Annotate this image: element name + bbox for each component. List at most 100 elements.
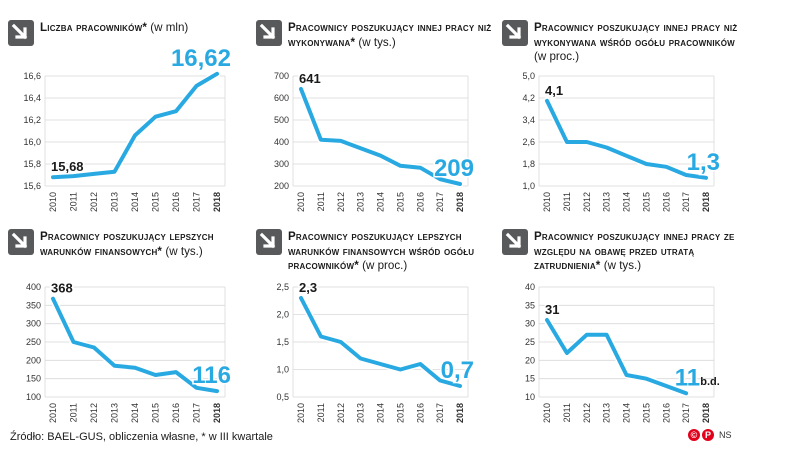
arrow-icon: [256, 20, 282, 46]
x-tick-label: 2013: [110, 403, 120, 423]
x-tick-label: 2018: [701, 192, 711, 212]
chart-panel-4: Pracownicy poszukujący lepszych warunków…: [256, 229, 506, 429]
x-tick-label: 2014: [622, 403, 632, 423]
last-value-label: 0,7: [441, 357, 474, 384]
y-tick-label: 15,8: [23, 159, 41, 169]
x-tick-label: 2015: [641, 192, 651, 212]
x-tick-label: 2011: [316, 403, 326, 422]
series-line: [545, 318, 689, 396]
x-tick-label: 2012: [336, 403, 346, 423]
y-tick-label: 16,6: [23, 71, 41, 81]
first-value-label: 4,1: [545, 83, 563, 98]
chart-title: Pracownicy poszukujący lepszych warunków…: [288, 230, 475, 272]
x-tick-label: 2013: [602, 192, 612, 212]
x-tick-label: 2011: [316, 192, 326, 211]
x-tick-label: 2015: [151, 403, 161, 423]
x-tick-label: 2017: [681, 192, 691, 212]
y-tick-label: 40: [525, 282, 535, 292]
x-tick-label: 2014: [622, 192, 632, 212]
x-tick-label: 2015: [641, 403, 651, 423]
x-tick-label: 2016: [171, 403, 181, 423]
p-logo-icon: P: [702, 429, 714, 441]
chart-title: Pracownicy poszukujący lepszych warunków…: [40, 230, 214, 258]
last-value-label: 1,3: [687, 149, 720, 176]
arrow-icon: [8, 229, 34, 255]
author-initials: NS: [719, 430, 732, 440]
x-tick-label: 2017: [192, 192, 202, 212]
chart-panel-1: Pracownicy poszukujący innej pracy niż w…: [256, 20, 506, 220]
first-value-label: 368: [51, 281, 73, 296]
x-tick-label: 2011: [562, 403, 572, 422]
last-value-label: 116: [192, 362, 231, 389]
y-tick-label: 300: [274, 159, 289, 169]
x-tick-label: 2014: [130, 403, 140, 423]
y-tick-label: 2,6: [522, 137, 535, 147]
x-tick-label: 2017: [435, 403, 445, 423]
x-tick-label: 2012: [582, 192, 592, 212]
y-tick-label: 300: [26, 319, 41, 329]
y-tick-label: 16,2: [23, 115, 41, 125]
series-line: [51, 296, 219, 394]
x-tick-label: 2013: [110, 192, 120, 212]
y-tick-label: 35: [525, 300, 535, 310]
arrow-icon: [256, 229, 282, 255]
y-tick-label: 15: [525, 374, 535, 384]
y-tick-label: 20: [525, 355, 535, 365]
y-tick-label: 4,2: [522, 93, 535, 103]
x-tick-label: 2015: [395, 403, 405, 423]
first-value-label: 15,68: [51, 159, 84, 174]
x-tick-label: 2014: [376, 192, 386, 212]
last-value-label: 209: [434, 155, 474, 182]
y-tick-label: 1,0: [522, 181, 535, 191]
y-tick-label: 500: [274, 115, 289, 125]
y-tick-label: 0,5: [276, 392, 289, 402]
first-value-label: 641: [299, 71, 321, 86]
y-tick-label: 30: [525, 319, 535, 329]
x-tick-label: 2016: [415, 192, 425, 212]
x-tick-label: 2017: [681, 403, 691, 423]
chart-panel-2: Pracownicy poszukujący innej pracy niż w…: [502, 20, 752, 220]
y-tick-label: 400: [274, 137, 289, 147]
y-tick-label: 150: [26, 374, 41, 384]
x-tick-label: 2014: [376, 403, 386, 423]
y-tick-label: 5,0: [522, 71, 535, 81]
chart-title: Pracownicy poszukujący innej pracy ze wz…: [534, 230, 735, 272]
chart-panel-5: Pracownicy poszukujący innej pracy ze wz…: [502, 229, 752, 429]
chart-title: Pracownicy poszukujący innej pracy niż w…: [288, 21, 492, 49]
y-tick-label: 16,4: [23, 93, 41, 103]
x-tick-label: 2010: [296, 192, 306, 212]
x-tick-label: 2012: [336, 192, 346, 212]
y-tick-label: 100: [26, 392, 41, 402]
x-tick-label: 2012: [89, 403, 99, 423]
first-value-label: 2,3: [299, 280, 317, 295]
arrow-icon: [502, 20, 528, 46]
y-tick-label: 10: [525, 392, 535, 402]
chart-panel-3: Pracownicy poszukujący lepszych warunków…: [8, 229, 258, 429]
x-tick-label: 2012: [89, 192, 99, 212]
y-tick-label: 16,0: [23, 137, 41, 147]
y-tick-label: 25: [525, 337, 535, 347]
last-value-label: 16,62: [171, 45, 231, 72]
publisher-logo: © P NS: [688, 429, 732, 441]
y-tick-label: 1,0: [276, 365, 289, 375]
x-tick-label: 2011: [69, 403, 79, 422]
not-available-label: b.d.: [700, 376, 720, 388]
x-tick-label: 2018: [701, 403, 711, 423]
x-tick-label: 2013: [356, 192, 366, 212]
arrow-icon: [502, 229, 528, 255]
x-tick-label: 2010: [48, 192, 58, 212]
y-tick-label: 2,5: [276, 282, 289, 292]
x-tick-label: 2011: [69, 192, 79, 211]
arrow-icon: [8, 20, 34, 46]
y-tick-label: 200: [274, 181, 289, 191]
chart-panel-0: Liczba pracowników* (w mln): [8, 20, 258, 220]
series-line: [299, 296, 462, 388]
series-line: [51, 71, 219, 180]
y-tick-label: 3,4: [522, 115, 535, 125]
series-line: [299, 87, 462, 186]
y-tick-label: 2,0: [276, 310, 289, 320]
x-tick-label: 2010: [542, 192, 552, 212]
y-tick-label: 1,8: [522, 159, 535, 169]
x-tick-label: 2016: [661, 403, 671, 423]
